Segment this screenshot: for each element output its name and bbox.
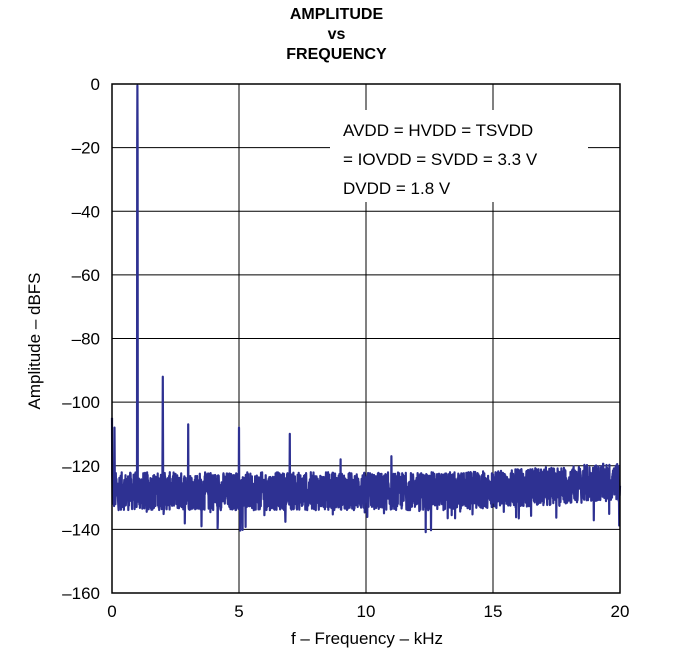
peak-point bbox=[113, 426, 116, 429]
series-group bbox=[110, 84, 622, 534]
chart-title-line-1: AMPLITUDE bbox=[289, 6, 384, 23]
peak-point bbox=[136, 84, 139, 87]
y-tick-label: –80 bbox=[72, 330, 100, 349]
x-tick-label: 0 bbox=[107, 602, 116, 621]
peak-point bbox=[339, 458, 342, 461]
chart-title-line-3: FREQUENCY bbox=[286, 46, 387, 63]
y-tick-label: –20 bbox=[72, 139, 100, 158]
y-tick-label: –40 bbox=[72, 202, 100, 221]
x-tick-label: 20 bbox=[611, 602, 630, 621]
peak-point bbox=[187, 423, 189, 426]
tick-labels: 0 5 10 15 20 0 –20 –40 –60 –80 –100 –120 –140 –160 bbox=[62, 75, 629, 621]
plot-frame bbox=[111, 83, 621, 594]
y-axis-label: Amplitude – dBFS bbox=[25, 272, 44, 409]
y-tick-label: –140 bbox=[62, 520, 100, 539]
annotation-background bbox=[330, 110, 588, 202]
x-tick-label: 5 bbox=[234, 602, 243, 621]
peak-point bbox=[238, 426, 240, 429]
annotation-box: AVDD = HVDD = TSVDD = IOVDD = SVDD = 3.3… bbox=[330, 110, 588, 202]
x-axis-label: f – Frequency – kHz bbox=[291, 629, 443, 648]
y-tick-label: –160 bbox=[62, 584, 100, 603]
y-tick-label: 0 bbox=[91, 75, 100, 94]
annotation-line-3: DVDD = 1.8 V bbox=[343, 179, 451, 198]
peak-point bbox=[390, 455, 393, 458]
y-tick-label: –120 bbox=[62, 457, 100, 476]
spectrum-series-line bbox=[110, 84, 622, 534]
x-tick-label: 15 bbox=[484, 602, 503, 621]
x-tick-label: 10 bbox=[357, 602, 376, 621]
chart-title-line-2: vs bbox=[327, 26, 346, 43]
peak-point bbox=[162, 375, 164, 378]
annotation-line-1: AVDD = HVDD = TSVDD bbox=[343, 121, 533, 140]
annotation-line-2: = IOVDD = SVDD = 3.3 V bbox=[343, 150, 538, 169]
y-tick-label: –60 bbox=[72, 266, 100, 285]
y-tick-label: –100 bbox=[62, 393, 100, 412]
peak-point bbox=[289, 433, 291, 435]
